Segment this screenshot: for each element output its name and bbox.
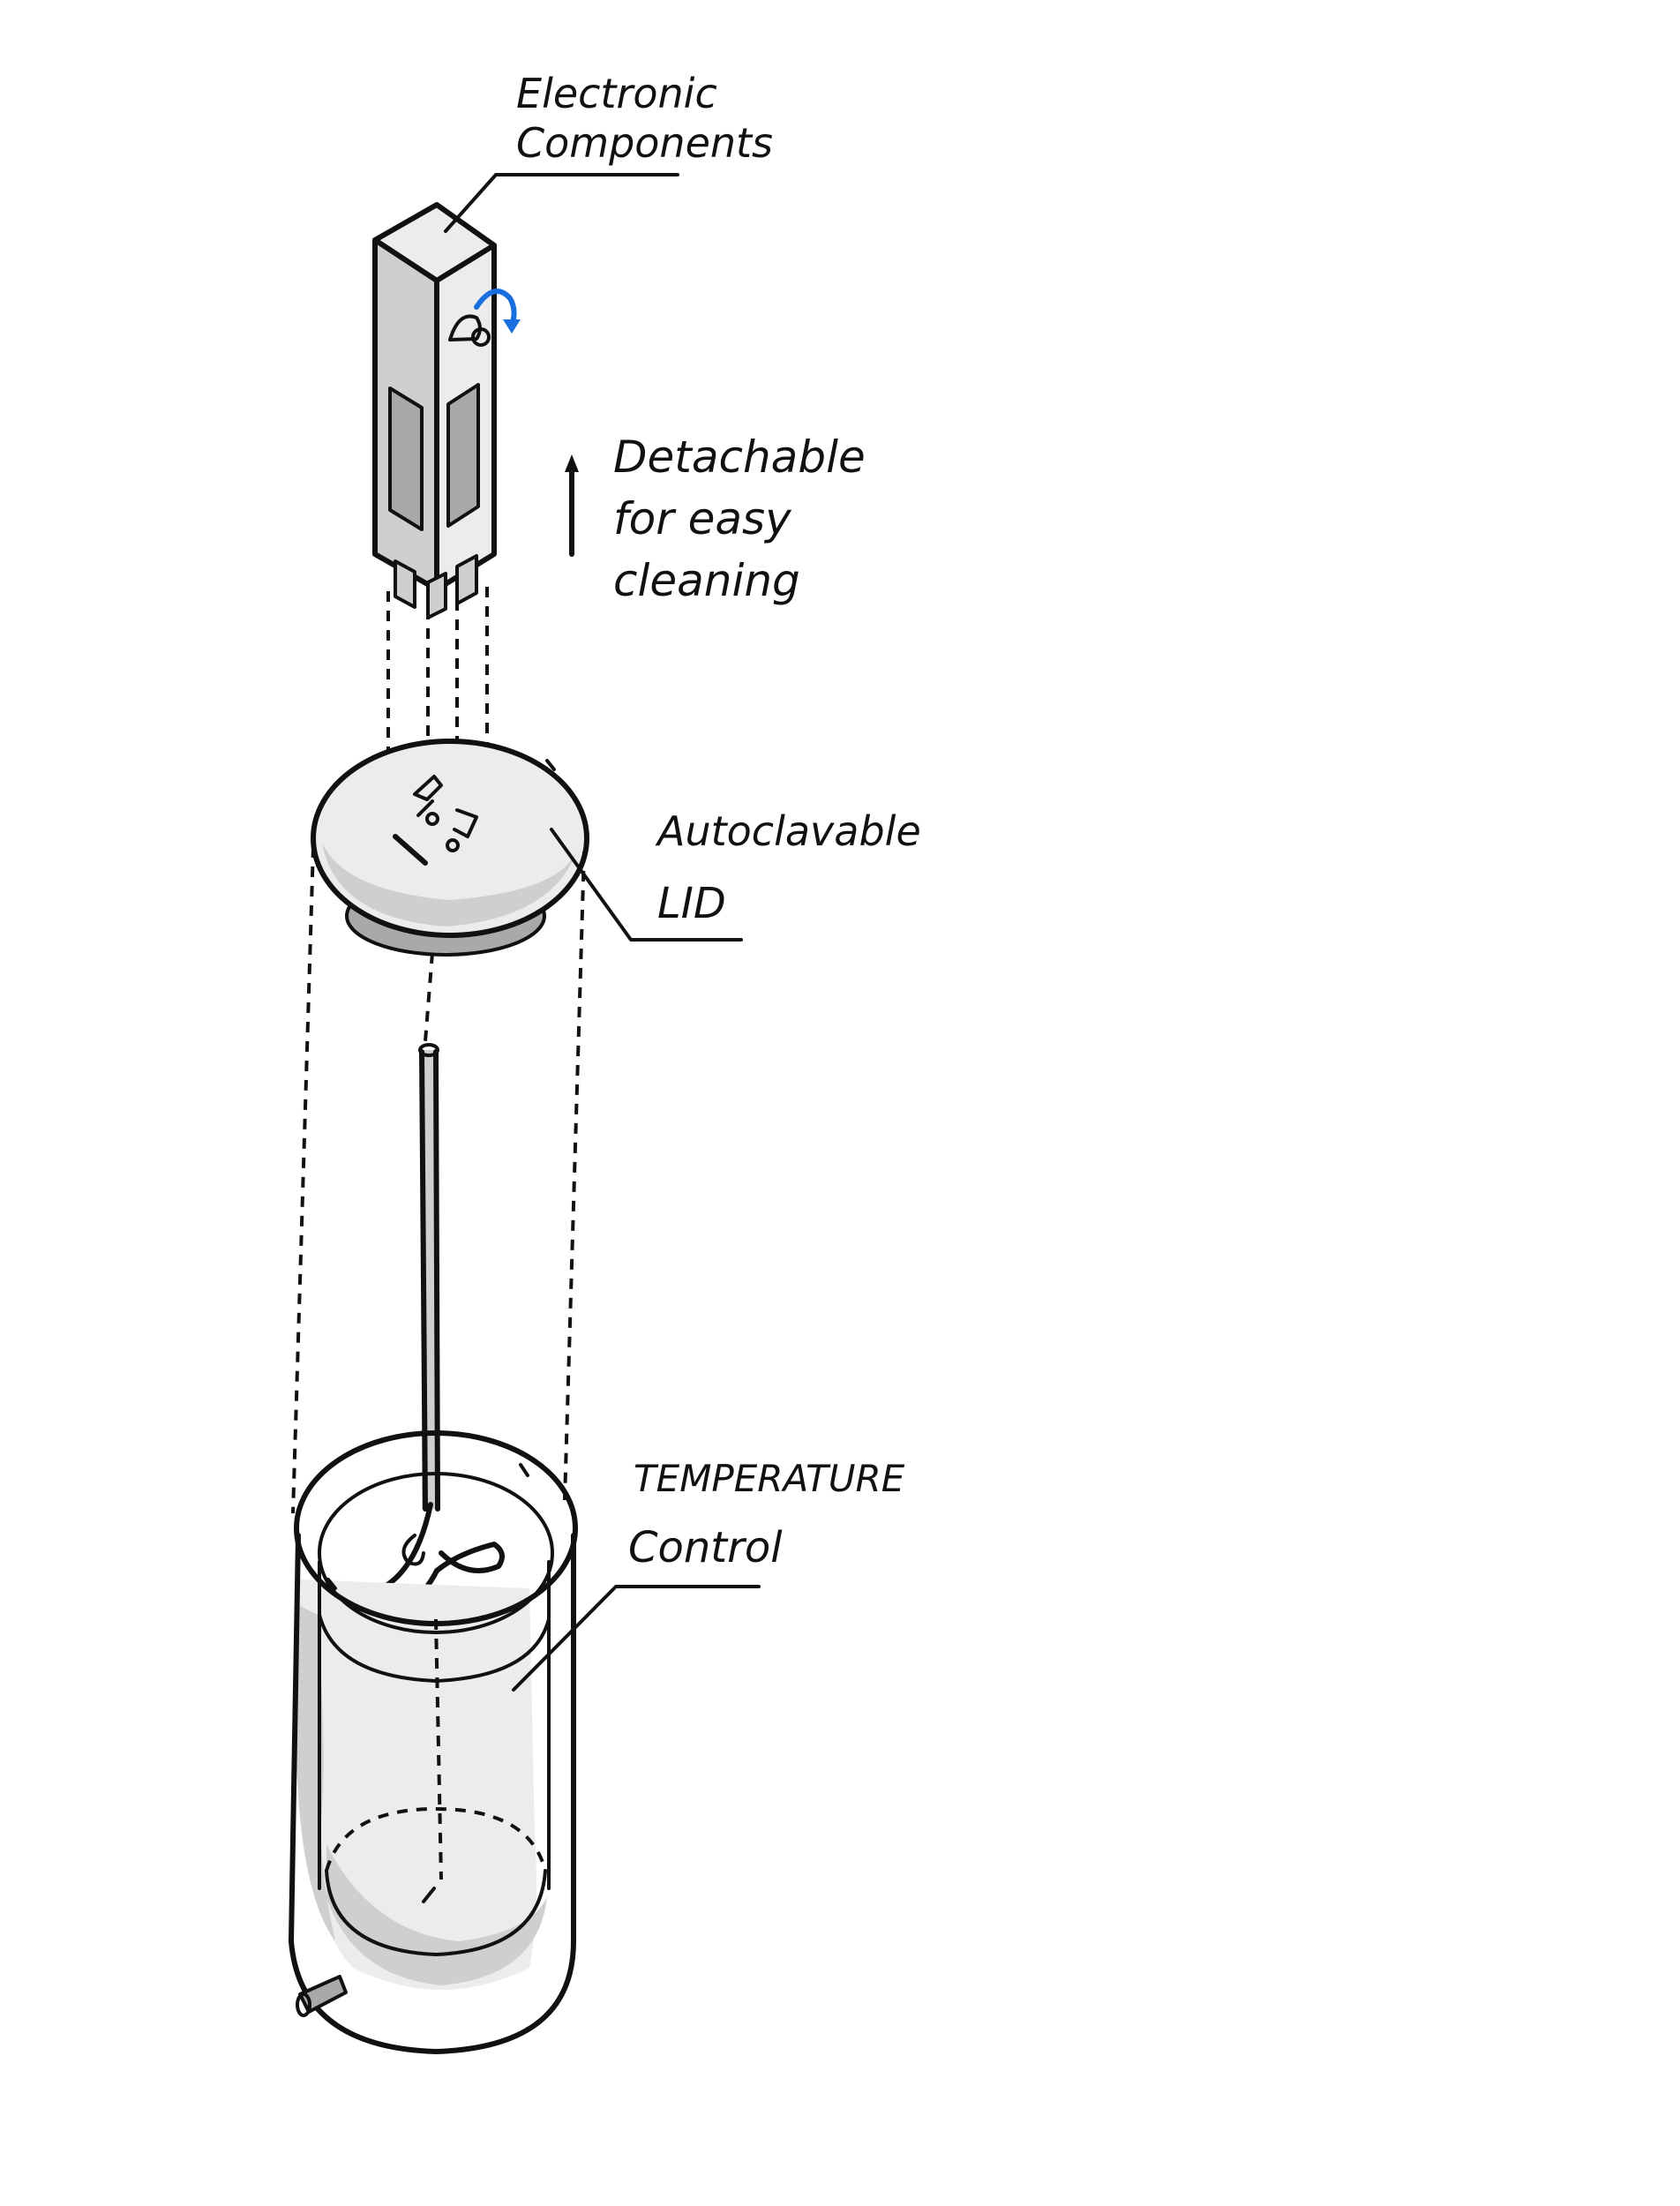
lid — [311, 739, 589, 957]
rotation-arrow-icon — [474, 289, 521, 334]
vessel — [289, 1430, 578, 2054]
lid-alignment-lines — [291, 846, 586, 1514]
up-arrow-icon — [565, 454, 579, 557]
electronic-module — [372, 202, 497, 619]
label-lid-line2: LID — [657, 879, 726, 928]
label-temperature-line1: TEMPERATURE — [634, 1457, 905, 1500]
label-detachable-line2: for easy — [613, 493, 792, 544]
leader-line-lid — [550, 828, 743, 942]
leader-line-temperature — [512, 1585, 761, 1692]
label-electronic-line2: Components — [516, 119, 773, 167]
label-electronic-line1: Electronic — [516, 70, 717, 117]
label-detachable-line3: cleaning — [613, 555, 800, 606]
label-lid-line1: Autoclavable — [655, 807, 921, 855]
label-detachable-line1: Detachable — [613, 431, 866, 483]
stirrer-shaft — [360, 1043, 505, 1617]
leader-line-electronic — [444, 173, 679, 233]
label-temperature-line2: Control — [628, 1523, 783, 1572]
